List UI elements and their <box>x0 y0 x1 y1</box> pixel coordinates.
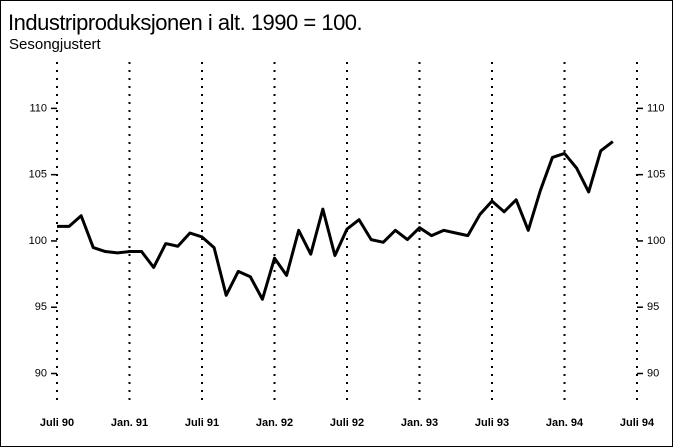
x-tick-label: Juli 94 <box>620 417 655 429</box>
y2-tick-label: 110 <box>647 102 665 114</box>
x-tick-label: Jan. 94 <box>546 417 584 429</box>
y2-tick-label: 90 <box>647 367 659 379</box>
x-tick-label: Jan. 91 <box>111 417 148 429</box>
y-tick-label: 100 <box>29 235 47 247</box>
x-tick-label: Juli 90 <box>40 417 74 429</box>
y2-tick-label: 105 <box>647 169 665 181</box>
x-tick-label: Juli 92 <box>330 417 364 429</box>
y-tick-label: 105 <box>29 169 47 181</box>
y-tick-label: 90 <box>35 367 47 379</box>
x-tick-label: Jan. 93 <box>401 417 438 429</box>
x-tick-label: Jan. 92 <box>256 417 293 429</box>
x-tick-label: Juli 93 <box>475 417 509 429</box>
y-tick-label: 110 <box>29 102 47 114</box>
y-tick-label: 95 <box>35 301 47 313</box>
y2-tick-label: 95 <box>647 301 659 313</box>
chart-subtitle: Sesongjustert <box>9 36 102 53</box>
y2-tick-label: 100 <box>647 235 665 247</box>
chart-title: Industriproduksjonen i alt. 1990 = 100. <box>8 10 362 35</box>
x-tick-label: Juli 91 <box>185 417 219 429</box>
line <box>57 140 614 301</box>
